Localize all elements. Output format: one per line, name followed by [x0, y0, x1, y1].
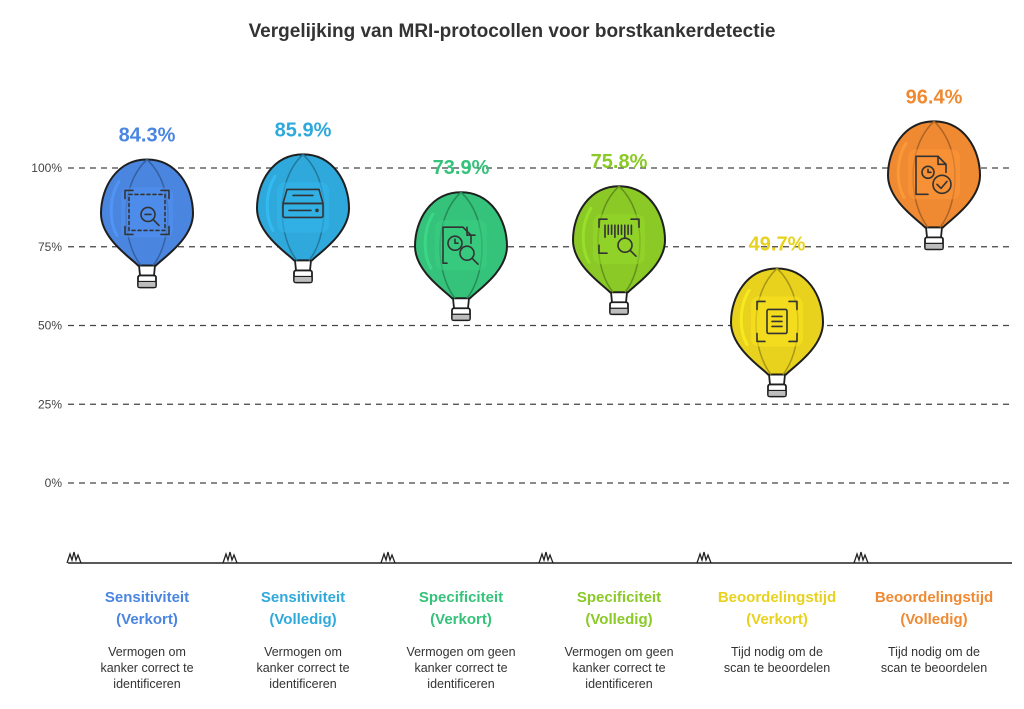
y-tick-label: 75% — [38, 240, 62, 254]
balloon-highlight — [581, 206, 593, 264]
balloon: 75.8% — [571, 151, 667, 316]
category-label-line2: (Verkort) — [746, 611, 808, 628]
balloon: 96.4% — [886, 86, 982, 251]
category-description: Vermogen om — [108, 645, 186, 659]
category-label: Sensitiviteit (Volledig) Vermogen om kanker… — [256, 589, 349, 691]
category-label: Specificiteit (Verkort) Vermogen om geen ka… — [406, 589, 515, 691]
balloon-rope — [452, 298, 470, 309]
category-description: Vermogen om — [264, 645, 342, 659]
value-label: 96.4% — [906, 86, 963, 108]
balloon-rope — [925, 227, 943, 238]
category-description: Tijd nodig om de — [731, 645, 823, 659]
y-tick-labels: 0% 25% 50% 75% 100% — [31, 161, 62, 490]
document-frame-icon — [756, 300, 798, 343]
value-label: 49.7% — [749, 233, 806, 255]
icon-panel — [593, 214, 645, 265]
category-label-line1: Beoordelingstijd — [875, 589, 993, 606]
balloon-highlight — [423, 212, 435, 270]
y-tick-label: 100% — [31, 161, 62, 175]
category-description: Vermogen om geen — [564, 645, 673, 659]
category-label: Specificiteit (Volledig) Vermogen om geen k… — [564, 589, 673, 691]
balloon-highlight — [109, 179, 121, 237]
basket-bottom — [451, 313, 471, 321]
icon-panel — [277, 182, 329, 233]
category-label-line2: (Volledig) — [269, 611, 336, 628]
basket-bottom — [924, 242, 944, 250]
grass-tuft — [853, 551, 869, 564]
chart-title: Vergelijking van MRI-protocollen voor bo… — [249, 21, 776, 42]
balloon-rope — [768, 374, 786, 385]
category-label-line1: Sensitiviteit — [105, 589, 189, 606]
balloon: 84.3% — [99, 124, 195, 289]
document-search-clock-icon — [442, 226, 479, 266]
value-label: 75.8% — [591, 151, 648, 173]
category-description: kanker correct te — [256, 661, 349, 675]
category-label-line1: Specificiteit — [419, 589, 503, 606]
category-label-line2: (Verkort) — [430, 611, 492, 628]
value-label: 84.3% — [119, 124, 176, 146]
balloon-highlight — [265, 174, 277, 232]
category-label-line1: Beoordelingstijd — [718, 589, 836, 606]
category-label-line2: (Volledig) — [900, 611, 967, 628]
category-label-line2: (Volledig) — [585, 611, 652, 628]
balloon-highlight — [739, 288, 751, 346]
basket-bottom — [767, 389, 787, 398]
category-label-line2: (Verkort) — [116, 611, 178, 628]
category-description: identificeren — [585, 677, 652, 691]
category-description: identificeren — [269, 677, 336, 691]
balloon: 49.7% — [729, 233, 825, 398]
grass-tuft — [66, 551, 82, 564]
category-labels: Sensitiviteit (Verkort) Vermogen om kanker … — [100, 589, 993, 691]
search-frame-icon — [124, 189, 170, 236]
scanner-icon — [282, 188, 324, 219]
category-label-line1: Specificiteit — [577, 589, 661, 606]
grass-tuft — [538, 551, 554, 564]
category-description: scan te beoordelen — [724, 661, 830, 675]
grass-tuft — [380, 551, 396, 564]
category-description: identificeren — [113, 677, 180, 691]
grass-tuft — [222, 551, 238, 564]
category-description: kanker correct te — [572, 661, 665, 675]
category-description: kanker correct te — [100, 661, 193, 675]
ground-line — [66, 551, 1012, 564]
y-tick-label: 25% — [38, 397, 62, 411]
basket-bottom — [137, 280, 157, 289]
category-label: Beoordelingstijd (Volledig) Tijd nodig om … — [875, 589, 993, 675]
value-label: 85.9% — [275, 119, 332, 141]
category-description: Vermogen om geen — [406, 645, 515, 659]
balloon-rope — [294, 260, 312, 271]
value-label: 73.9% — [433, 157, 490, 179]
barcode-search-icon — [598, 218, 640, 258]
balloon: 73.9% — [413, 157, 509, 322]
balloon-rope — [138, 265, 156, 276]
category-label: Sensitiviteit (Verkort) Vermogen om kanker … — [100, 589, 193, 691]
category-description: kanker correct te — [414, 661, 507, 675]
balloon-highlight — [896, 141, 908, 199]
category-description: identificeren — [427, 677, 494, 691]
document-clock-check-icon — [915, 155, 952, 196]
category-description: scan te beoordelen — [881, 661, 987, 675]
category-description: Tijd nodig om de — [888, 645, 980, 659]
y-tick-label: 0% — [45, 476, 63, 490]
basket-bottom — [609, 307, 629, 315]
grid-lines — [68, 167, 1012, 484]
category-label-line1: Sensitiviteit — [261, 589, 345, 606]
category-label: Beoordelingstijd (Verkort) Tijd nodig om d… — [718, 589, 836, 675]
grass-tuft — [696, 551, 712, 564]
icon-panel — [121, 187, 173, 238]
balloon: 85.9% — [255, 119, 351, 284]
y-tick-label: 50% — [38, 319, 62, 333]
balloon-rope — [610, 292, 628, 303]
balloons: 84.3% 85.9% 73.9% 75.8% 49.7% 96.4% — [99, 86, 982, 398]
basket-bottom — [293, 275, 313, 284]
